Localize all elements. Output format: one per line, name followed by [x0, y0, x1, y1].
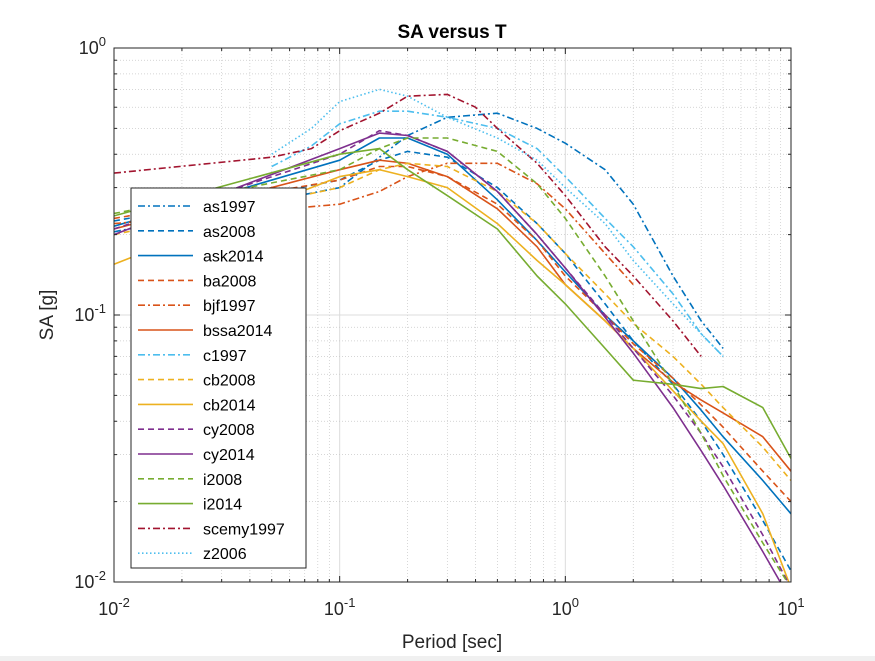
series-layer: [114, 88, 791, 582]
legend-label-scemy1997: scemy1997: [203, 521, 285, 538]
x-tick-label: 10-2: [98, 595, 130, 619]
legend-label-cb2008: cb2008: [203, 373, 256, 390]
series-line-as1997: [114, 112, 724, 349]
series-line-c1997: [271, 110, 724, 357]
x-axis-label: Period [sec]: [402, 632, 502, 653]
legend-label-bssa2014: bssa2014: [203, 323, 272, 340]
legend-label-cy2008: cy2008: [203, 422, 255, 439]
legend-label-z2006: z2006: [203, 546, 247, 563]
legend-label-cb2014: cb2014: [203, 397, 256, 414]
series-line-i2008: [114, 137, 789, 582]
y-tick-label: 10-2: [74, 568, 106, 592]
x-tick-label: 101: [777, 595, 804, 619]
legend-label-as1997: as1997: [203, 199, 256, 216]
series-line-z2006: [271, 88, 724, 357]
series-line-cb2008: [114, 162, 791, 482]
y-tick-label: 100: [79, 34, 106, 58]
series-line-cb2014: [114, 168, 790, 582]
legend-label-i2008: i2008: [203, 472, 242, 489]
series-line-ba2008: [114, 165, 791, 503]
y-tick-label: 10-1: [74, 301, 106, 325]
y-axis-label: SA [g]: [37, 290, 58, 341]
x-tick-label: 100: [552, 595, 579, 619]
legend-label-bjf1997: bjf1997: [203, 298, 256, 315]
series-line-ask2014: [114, 137, 791, 515]
series-line-i2014: [114, 147, 791, 459]
series-line-cy2014: [114, 132, 782, 582]
legend-label-cy2014: cy2014: [203, 447, 255, 464]
legend-label-i2014: i2014: [203, 497, 242, 514]
legend-label-ask2014: ask2014: [203, 249, 264, 266]
chart-title: SA versus T: [397, 22, 507, 43]
legend-box: [130, 187, 307, 569]
legend-label-as2008: as2008: [203, 224, 256, 241]
x-tick-label: 10-1: [324, 595, 356, 619]
series-line-scemy1997: [114, 93, 702, 357]
legend: as1997 as2008 ask2014 ba2008 bjf1997 bssa2014…: [130, 187, 307, 569]
legend-label-ba2008: ba2008: [203, 273, 256, 290]
legend-label-c1997: c1997: [203, 348, 247, 365]
series-line-as2008: [114, 150, 791, 572]
